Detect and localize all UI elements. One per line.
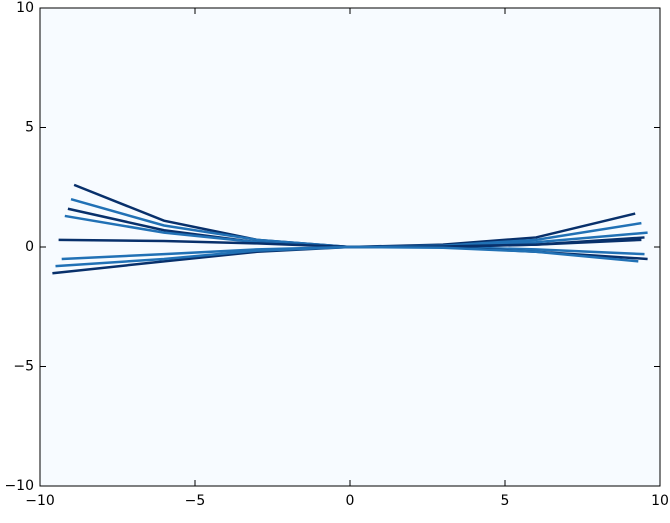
x-tick-label: −10: [25, 493, 55, 509]
y-tick-label: 0: [25, 239, 34, 255]
x-tick-label: 0: [346, 493, 355, 509]
y-tick-label: 10: [16, 0, 34, 16]
x-tick-label: 10: [651, 493, 669, 509]
y-tick-label: 5: [25, 120, 34, 136]
curve: [55, 245, 639, 268]
x-tick-label: −5: [185, 493, 206, 509]
y-tick-label: −10: [4, 478, 34, 494]
x-tick-label: 5: [501, 493, 510, 509]
y-tick-label: −5: [13, 359, 34, 375]
